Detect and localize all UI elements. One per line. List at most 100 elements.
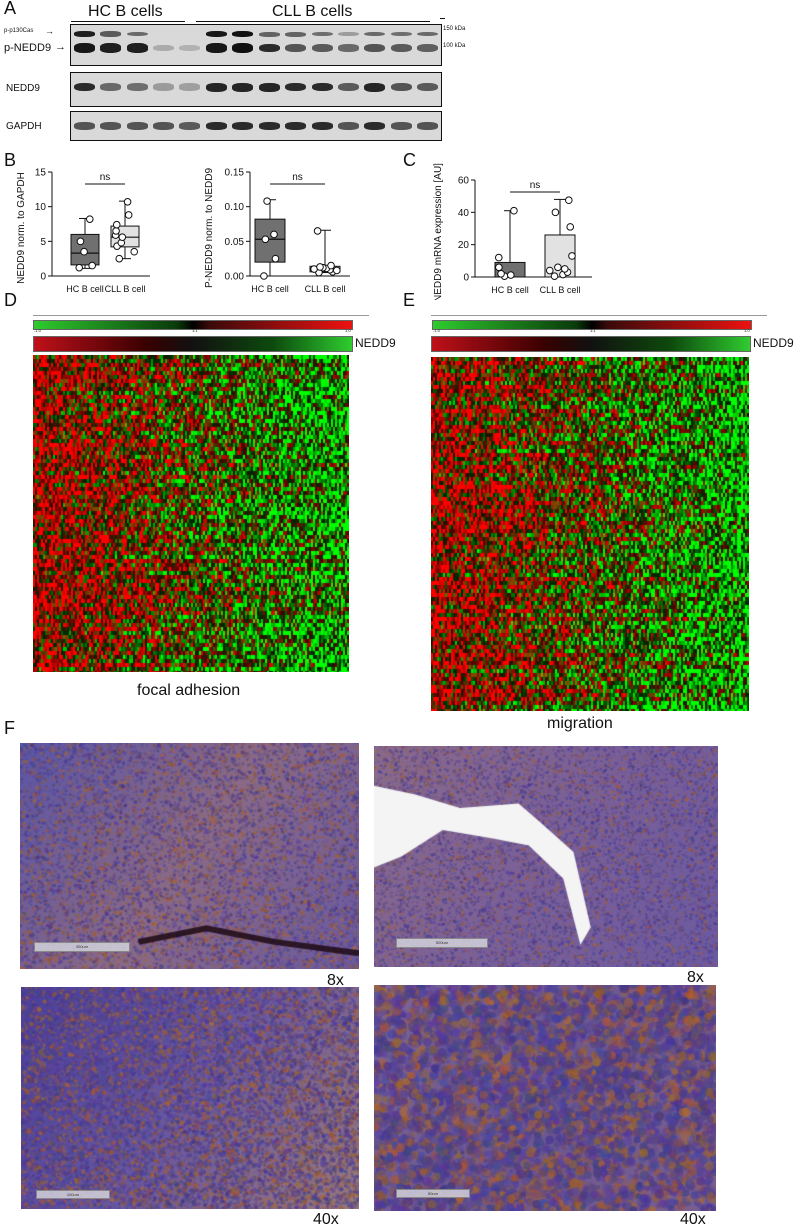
blot3-band [205,122,227,130]
data-point [327,261,335,270]
blot2-band [417,82,439,92]
data-point [332,266,341,275]
scale-bar-bottom-left: 100um [36,1190,110,1199]
significance-label: ns [530,180,541,191]
blot2-band [364,82,386,92]
blot1-band [100,31,122,37]
blot2-band [311,82,333,92]
x-tick-label: HC B cell [491,285,529,295]
data-point [260,272,268,280]
blot1-band [258,31,280,37]
gapdh-blot-label: GAPDH [6,121,42,132]
data-point [88,261,96,270]
data-point [124,211,133,219]
blot1-band [152,44,175,52]
panel-e-gene-label: NEDD9 [753,336,794,350]
blot1-band [205,43,227,53]
panel-d-caption: focal adhesion [137,682,241,699]
data-point [313,227,322,235]
data-point [316,263,324,271]
marker-150-label: 150 kDa [443,26,466,32]
data-point [560,265,569,273]
blot3-band [258,122,280,130]
panel-e-rule [431,315,767,316]
panel-d-nedd9-gradient [33,336,353,352]
p-nedd9-label: p-NEDD9 [4,42,52,54]
blot3-band [179,122,201,130]
x-tick-label: HC B cell [66,284,104,294]
significance-label: ns [100,172,111,183]
data-point [568,252,576,260]
blot3-band [364,122,386,130]
blot1-band [390,43,412,53]
panel-d-scale-mid: 1:1 [192,328,198,333]
mag-bottom-left: 40x [313,1211,339,1228]
data-point [551,208,560,217]
blot1-band [205,31,227,37]
blot1-band [258,43,280,53]
arrow-p130: → [45,26,54,36]
y-tick-label: 0.15 [225,168,245,179]
y-axis-label: NEDD9 mRNA expression [AU] [433,163,444,300]
y-tick-label: 0.05 [225,237,245,248]
cll-group-line [196,21,430,22]
blot1-band [311,31,333,37]
blot2-band [73,82,95,92]
blot1-band [126,43,148,53]
gapdh-blot [70,111,442,141]
data-point [550,272,559,280]
blot1-band [285,43,307,53]
y-tick-label: 0 [463,273,469,284]
blot1-band [417,43,439,53]
panel-e-scale-mid: 1:1 [590,328,596,333]
p-p130cas-label: p-p130Cas [4,28,34,34]
data-point [112,227,120,235]
blot2-band [205,82,227,92]
panel-letter-f: F [4,718,15,738]
nedd9-blot-label: NEDD9 [6,83,40,94]
blot1-band [337,31,360,37]
data-point [270,230,278,239]
blot1-band [232,31,254,37]
marker-tick [440,18,445,19]
y-tick-label: 60 [458,176,470,187]
data-point [118,233,127,241]
data-point [545,266,554,275]
blot2-band [152,83,175,91]
blot1-band [100,43,122,53]
blot3-band [417,122,439,130]
data-point [495,263,503,272]
blot3-band [390,122,412,130]
panel-d-scale-max: 1.0 [345,328,351,333]
blot2-band [232,82,254,92]
x-tick-label: HC B cell [251,284,289,294]
blot1-band [417,31,439,37]
blot1-band [73,31,95,37]
blot1-band [311,43,333,53]
data-point [271,254,280,263]
panel-e-heatmap-grid [431,357,749,711]
data-point [85,215,94,223]
y-axis-label: P-NEDD9 norm. to NEDD9 [204,168,215,288]
data-point [510,206,518,215]
data-point [123,198,132,206]
histology-top-right-image [374,746,718,967]
blot2-band [100,83,122,91]
nedd9-blot [70,72,442,107]
data-point [565,196,573,205]
scale-bar-top-right: 500um [396,938,488,948]
blot2-band [179,83,201,91]
panel-letter-d: D [4,290,17,310]
blot3-band [285,122,307,130]
data-point [554,263,562,272]
blot2-band [337,82,360,92]
panel-d-scale-min: -1.0 [34,328,41,333]
y-tick-label: 10 [35,202,47,213]
blot3-band [311,122,333,130]
blot3-band [73,122,95,130]
data-point [75,263,84,272]
x-tick-label: CLL B cell [540,285,581,295]
mag-bottom-right: 40x [680,1211,706,1228]
arrow-p-nedd9: → [55,41,66,53]
